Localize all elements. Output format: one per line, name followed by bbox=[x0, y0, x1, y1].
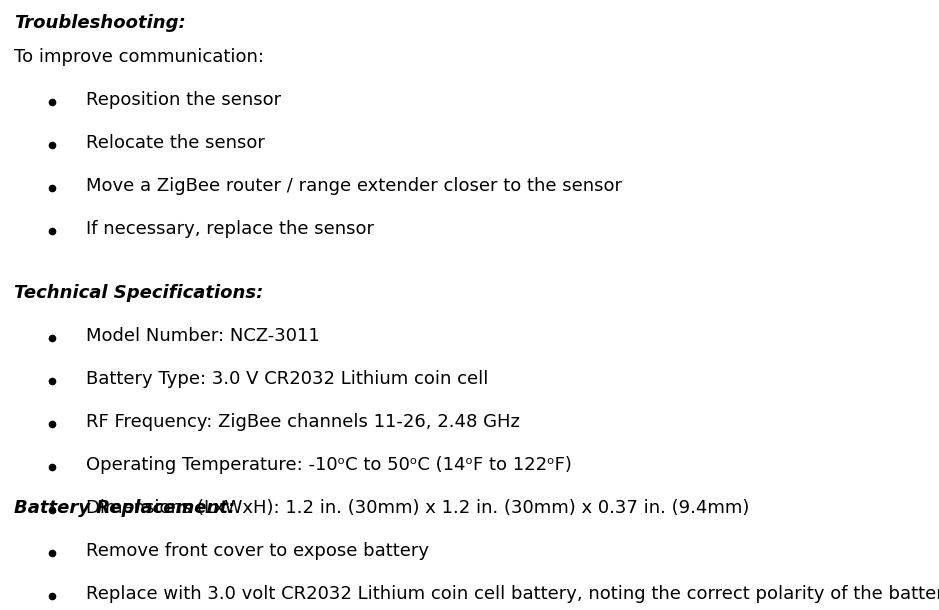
Text: Replace with 3.0 volt CR2032 Lithium coin cell battery, noting the correct polar: Replace with 3.0 volt CR2032 Lithium coi… bbox=[86, 585, 939, 603]
Text: Relocate the sensor: Relocate the sensor bbox=[86, 134, 265, 152]
Text: Troubleshooting:: Troubleshooting: bbox=[14, 14, 186, 32]
Text: Move a ZigBee router / range extender closer to the sensor: Move a ZigBee router / range extender cl… bbox=[86, 177, 623, 195]
Text: Model Number: NCZ-3011: Model Number: NCZ-3011 bbox=[86, 327, 320, 345]
Text: Technical Specifications:: Technical Specifications: bbox=[14, 284, 264, 302]
Text: Battery Type: 3.0 V CR2032 Lithium coin cell: Battery Type: 3.0 V CR2032 Lithium coin … bbox=[86, 370, 489, 388]
Text: To improve communication:: To improve communication: bbox=[14, 48, 264, 66]
Text: Battery Replacement:: Battery Replacement: bbox=[14, 499, 236, 517]
Text: RF Frequency: ZigBee channels 11-26, 2.48 GHz: RF Frequency: ZigBee channels 11-26, 2.4… bbox=[86, 413, 520, 431]
Text: Dimensions (LxWxH): 1.2 in. (30mm) x 1.2 in. (30mm) x 0.37 in. (9.4mm): Dimensions (LxWxH): 1.2 in. (30mm) x 1.2… bbox=[86, 499, 749, 517]
Text: Operating Temperature: -10ᵒC to 50ᵒC (14ᵒF to 122ᵒF): Operating Temperature: -10ᵒC to 50ᵒC (14… bbox=[86, 456, 572, 474]
Text: Remove front cover to expose battery: Remove front cover to expose battery bbox=[86, 542, 429, 560]
Text: If necessary, replace the sensor: If necessary, replace the sensor bbox=[86, 220, 375, 238]
Text: Reposition the sensor: Reposition the sensor bbox=[86, 91, 282, 109]
